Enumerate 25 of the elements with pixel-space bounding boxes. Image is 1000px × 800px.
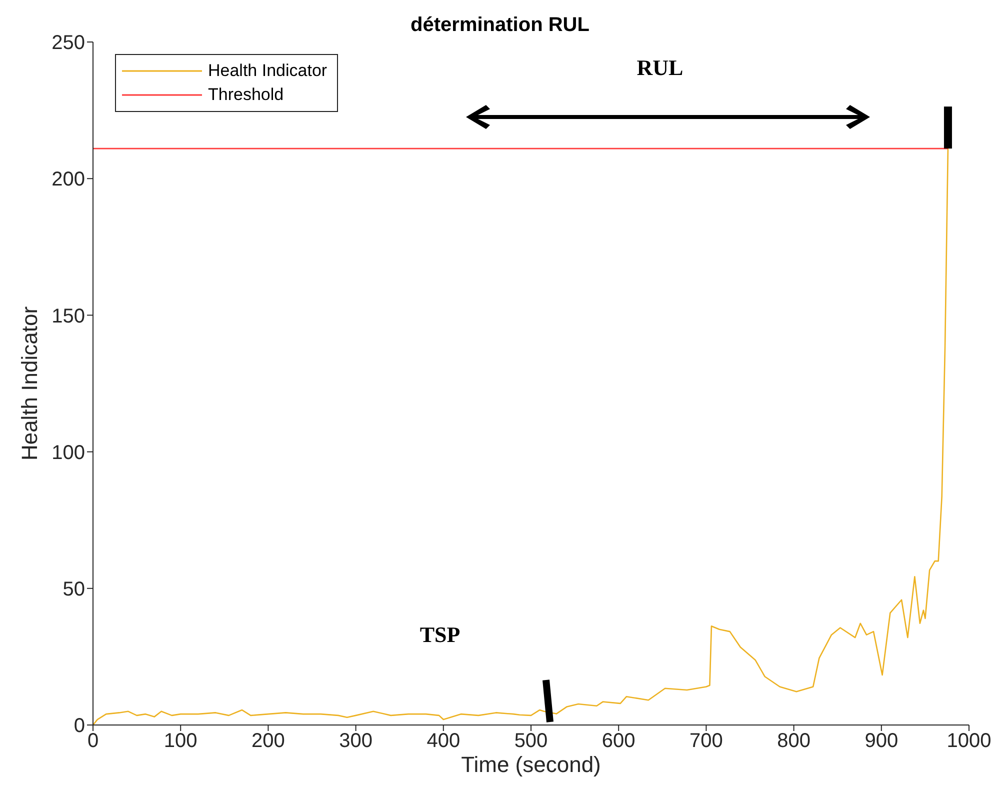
annotation: RUL — [636, 55, 684, 81]
x-tick-label: 800 — [777, 730, 810, 752]
line-series — [93, 148, 949, 725]
y-axis-title: Health Indicator — [16, 306, 42, 461]
y-tick-label: 0 — [74, 715, 85, 738]
x-tick-label: 900 — [864, 730, 898, 752]
x-tick-label: 100 — [164, 730, 198, 752]
x-tick-label: 0 — [87, 730, 99, 752]
x-tick-label: 200 — [252, 730, 285, 752]
annotation: TSP — [420, 622, 460, 648]
y-tick-label: 100 — [52, 442, 85, 464]
chart-title: détermination RUL — [410, 14, 590, 36]
x-tick-label: 500 — [514, 730, 548, 752]
y-tick-label: 50 — [62, 578, 85, 600]
y-tick-label: 200 — [52, 168, 85, 191]
y-tick-label: 250 — [52, 32, 85, 54]
x-tick-label: 1000 — [946, 730, 992, 752]
legend-label: Health Indicator — [208, 61, 328, 81]
y-tick-label: 150 — [52, 305, 85, 328]
x-tick-label: 700 — [690, 730, 723, 752]
x-axis-title: Time (second) — [461, 752, 601, 777]
x-tick-label: 300 — [339, 730, 372, 752]
x-tick-label: 400 — [426, 730, 460, 752]
legend-label: Threshold — [208, 85, 284, 105]
x-tick-label: 600 — [602, 730, 636, 752]
